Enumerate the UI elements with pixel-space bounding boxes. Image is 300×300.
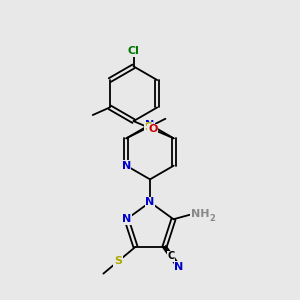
Text: N: N	[122, 214, 131, 224]
Text: S: S	[144, 122, 152, 132]
Text: C: C	[167, 251, 175, 261]
Text: N: N	[146, 120, 154, 130]
Text: O: O	[148, 124, 158, 134]
Text: N: N	[146, 197, 154, 207]
Text: S: S	[114, 256, 122, 266]
Text: N: N	[174, 262, 184, 272]
Text: 2: 2	[209, 214, 215, 223]
Text: N: N	[122, 161, 131, 171]
Text: NH: NH	[191, 208, 209, 218]
Text: Cl: Cl	[128, 46, 140, 56]
